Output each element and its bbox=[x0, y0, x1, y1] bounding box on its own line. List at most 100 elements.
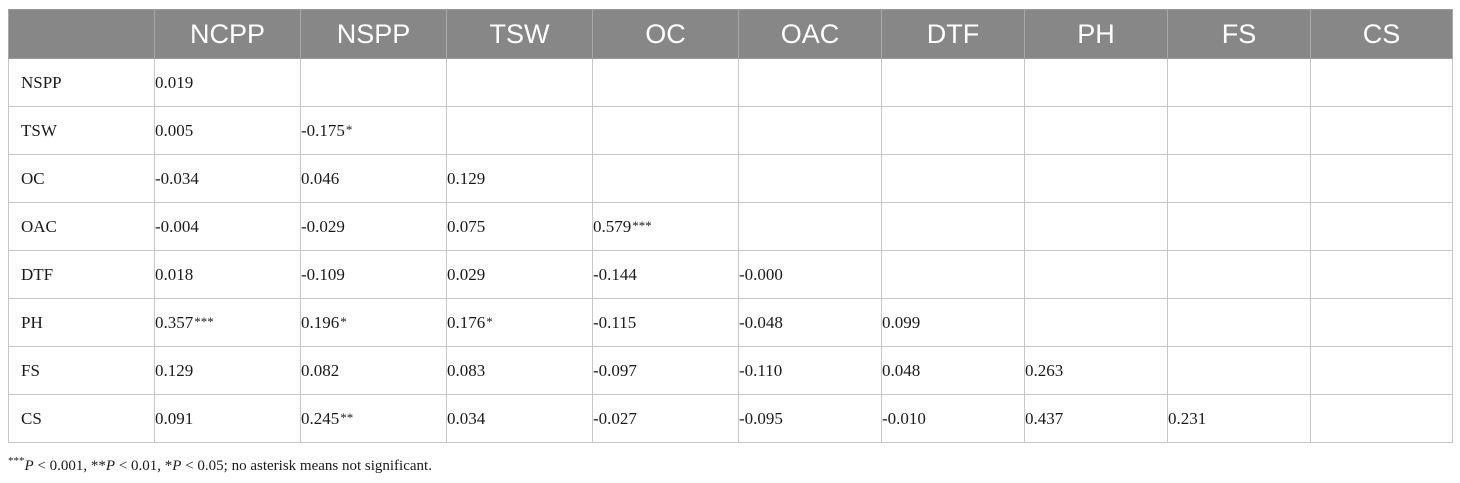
footnote-text-3: < 0.05; no asterisk means not significan… bbox=[181, 458, 432, 474]
table-cell: -0.034 bbox=[154, 154, 301, 203]
cell-value: 0.129 bbox=[447, 169, 485, 189]
table-cell bbox=[300, 58, 447, 107]
footnote-text-2: < 0.01, * bbox=[115, 458, 173, 474]
cell-number: 0.019 bbox=[155, 72, 194, 92]
table-cell: -0.004 bbox=[154, 202, 301, 251]
cell-number: 0.263 bbox=[1025, 360, 1064, 380]
table-cell bbox=[1167, 154, 1311, 203]
cell-number: -0.109 bbox=[301, 264, 345, 284]
table-cell bbox=[1167, 346, 1311, 395]
column-header: DTF bbox=[881, 9, 1025, 59]
cell-number: -0.144 bbox=[593, 264, 637, 284]
table-cell bbox=[1167, 58, 1311, 107]
table-cell: -0.109 bbox=[300, 250, 447, 299]
cell-number: -0.004 bbox=[155, 216, 199, 236]
cell-value: 0.082 bbox=[301, 361, 339, 381]
header-corner-cell bbox=[8, 9, 155, 59]
table-cell: 0.083 bbox=[446, 346, 593, 395]
table-cell bbox=[592, 58, 739, 107]
significance-marker: * bbox=[345, 121, 353, 137]
table-cell bbox=[592, 106, 739, 155]
column-header: PH bbox=[1024, 9, 1168, 59]
cell-value: 0.263 bbox=[1025, 361, 1063, 381]
cell-value: 0.357 *** bbox=[155, 313, 214, 333]
table-cell: 0.018 bbox=[154, 250, 301, 299]
footnote-stars-1: *** bbox=[8, 455, 25, 467]
table-row: FS 0.129 0.082 0.083 -0.097 -0.110 0.048 0.263 bbox=[8, 346, 1453, 395]
table-body: NSPP 0.019 TSW 0.005 -0.175 * OC -0.034 0.046 0.1… bbox=[8, 58, 1453, 443]
table-cell: 0.029 bbox=[446, 250, 593, 299]
table-cell: 0.075 bbox=[446, 202, 593, 251]
cell-number: -0.097 bbox=[593, 360, 637, 380]
table-cell: 0.005 bbox=[154, 106, 301, 155]
cell-number: -0.010 bbox=[882, 408, 926, 428]
cell-value: 0.029 bbox=[447, 265, 485, 285]
cell-value: 0.046 bbox=[301, 169, 339, 189]
cell-value: -0.010 bbox=[882, 409, 926, 429]
column-header: OC bbox=[592, 9, 739, 59]
cell-number: 0.196 bbox=[301, 312, 340, 332]
table-cell bbox=[1024, 250, 1168, 299]
table-cell: 0.129 bbox=[154, 346, 301, 395]
significance-marker: * bbox=[340, 313, 347, 329]
cell-number: 0.099 bbox=[882, 312, 921, 332]
table-cell: -0.097 bbox=[592, 346, 739, 395]
table-cell bbox=[1024, 58, 1168, 107]
cell-number: -0.110 bbox=[739, 360, 783, 380]
table-cell bbox=[1310, 298, 1453, 347]
table-cell bbox=[881, 106, 1025, 155]
column-header: TSW bbox=[446, 9, 593, 59]
table-cell: 0.129 bbox=[446, 154, 593, 203]
significance-marker: * bbox=[486, 313, 493, 329]
cell-number: -0.034 bbox=[155, 168, 199, 188]
table-cell bbox=[881, 154, 1025, 203]
table-cell bbox=[738, 202, 882, 251]
table-cell bbox=[1310, 250, 1453, 299]
cell-number: 0.083 bbox=[447, 360, 486, 380]
cell-value: -0.175 * bbox=[301, 121, 352, 141]
cell-value: 0.099 bbox=[882, 313, 920, 333]
cell-value: 0.579 *** bbox=[593, 216, 652, 237]
table-cell bbox=[738, 58, 882, 107]
table-cell bbox=[1310, 58, 1453, 107]
table-cell: -0.144 bbox=[592, 250, 739, 299]
cell-value: 0.048 bbox=[882, 361, 920, 381]
table-cell bbox=[881, 202, 1025, 251]
table-cell: -0.027 bbox=[592, 394, 739, 443]
column-header: FS bbox=[1167, 9, 1311, 59]
cell-value: 0.196 * bbox=[301, 312, 347, 333]
column-header: OAC bbox=[738, 9, 882, 59]
cell-number: -0.115 bbox=[593, 312, 637, 332]
cell-value: 0.231 bbox=[1168, 409, 1206, 429]
table-cell bbox=[738, 106, 882, 155]
cell-number: 0.075 bbox=[447, 216, 486, 236]
table-cell: 0.231 bbox=[1167, 394, 1311, 443]
cell-number: -0.029 bbox=[301, 216, 345, 236]
table-row: DTF 0.018 -0.109 0.029 -0.144 -0.000 bbox=[8, 250, 1453, 299]
table-cell bbox=[446, 58, 593, 107]
cell-value: 0.437 bbox=[1025, 409, 1063, 429]
row-header: DTF bbox=[8, 250, 155, 299]
cell-number: 0.231 bbox=[1168, 408, 1207, 428]
row-header: CS bbox=[8, 394, 155, 443]
cell-number: -0.000 bbox=[739, 264, 783, 284]
table-cell: 0.082 bbox=[300, 346, 447, 395]
row-header: NSPP bbox=[8, 58, 155, 107]
cell-number: 0.129 bbox=[155, 360, 194, 380]
table-cell bbox=[1024, 202, 1168, 251]
cell-number: 0.245 bbox=[301, 408, 340, 428]
row-header: FS bbox=[8, 346, 155, 395]
cell-value: 0.245 ** bbox=[301, 408, 353, 429]
table-cell bbox=[1167, 250, 1311, 299]
table-cell: -0.029 bbox=[300, 202, 447, 251]
cell-value: -0.109 bbox=[301, 265, 345, 285]
row-header: OC bbox=[8, 154, 155, 203]
cell-number: 0.046 bbox=[301, 168, 340, 188]
significance-marker: *** bbox=[632, 217, 652, 233]
significance-footnote: ***P < 0.001, **P < 0.01, *P < 0.05; no … bbox=[8, 455, 432, 475]
cell-number: 0.579 bbox=[593, 216, 632, 236]
cell-value: 0.091 bbox=[155, 409, 193, 429]
table-cell bbox=[1310, 346, 1453, 395]
table-cell bbox=[1310, 106, 1453, 155]
table-cell: 0.034 bbox=[446, 394, 593, 443]
